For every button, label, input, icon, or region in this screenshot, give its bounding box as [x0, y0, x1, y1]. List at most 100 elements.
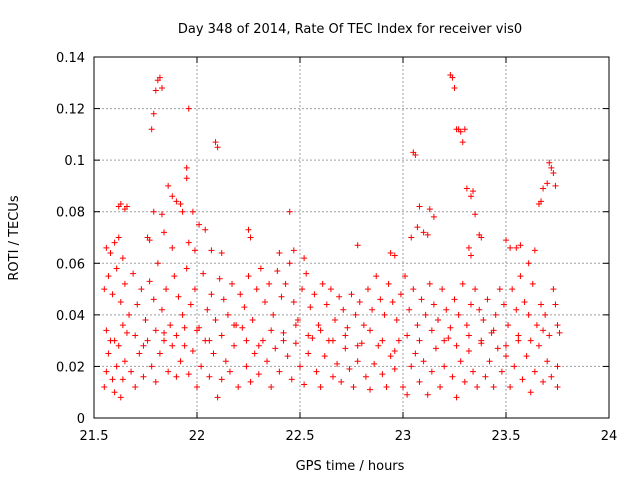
data-point [533, 322, 540, 329]
data-point [163, 286, 170, 293]
data-point [169, 193, 176, 200]
data-point [511, 363, 518, 370]
data-point [478, 337, 485, 344]
data-point [467, 252, 474, 259]
data-point [517, 273, 524, 280]
data-point [437, 384, 444, 391]
data-point [465, 347, 472, 354]
data-point [527, 337, 534, 344]
data-point [472, 286, 479, 293]
data-point [214, 144, 221, 151]
data-point [336, 293, 343, 300]
data-point [435, 317, 442, 324]
data-point [340, 306, 347, 313]
data-point [453, 342, 460, 349]
data-point [321, 353, 328, 360]
data-point [220, 296, 227, 303]
data-point [142, 317, 149, 324]
data-point [461, 378, 468, 385]
data-point [206, 337, 213, 344]
data-point [503, 342, 509, 349]
data-point [144, 337, 151, 344]
data-point [430, 301, 437, 308]
data-point [408, 234, 415, 241]
data-point [552, 301, 559, 308]
data-point [412, 350, 419, 357]
data-point [356, 298, 363, 305]
data-point [463, 185, 470, 192]
data-point [226, 368, 233, 375]
data-point [317, 384, 324, 391]
data-point [231, 342, 238, 349]
data-point [445, 335, 452, 342]
data-point [146, 278, 153, 285]
data-point [358, 340, 365, 347]
data-point [327, 286, 334, 293]
data-point [490, 384, 497, 391]
data-point [185, 371, 192, 378]
x-tick-label: 24 [601, 429, 618, 444]
x-axis-label: GPS time / hours [296, 459, 405, 474]
data-point [208, 291, 215, 298]
data-point [519, 376, 526, 383]
y-tick-label: 0.02 [56, 360, 85, 375]
data-point [393, 317, 400, 324]
data-point [179, 311, 186, 318]
data-point [292, 340, 299, 347]
data-point [121, 358, 128, 365]
data-point [410, 286, 417, 293]
data-point [490, 327, 497, 334]
data-point [165, 182, 172, 189]
data-point [515, 332, 522, 339]
data-point [132, 384, 139, 391]
data-point [379, 371, 386, 378]
data-point [113, 265, 120, 272]
data-point [546, 159, 553, 166]
data-point [276, 368, 283, 375]
data-point [472, 211, 479, 218]
data-point [455, 311, 462, 318]
data-point [292, 322, 299, 329]
data-point [554, 322, 561, 329]
data-point [315, 322, 322, 329]
data-point [451, 296, 458, 303]
data-point [134, 301, 141, 308]
data-point [542, 311, 549, 318]
data-point [191, 247, 198, 254]
data-point [329, 373, 336, 380]
data-point [317, 327, 324, 334]
data-point [319, 280, 326, 287]
data-point [509, 286, 516, 293]
data-point [556, 329, 563, 336]
data-point [280, 337, 287, 344]
data-point [189, 347, 196, 354]
data-point [535, 342, 542, 349]
data-point [521, 298, 528, 305]
data-point [103, 368, 110, 375]
data-point [418, 296, 425, 303]
data-point [276, 249, 283, 256]
data-point [414, 224, 421, 231]
data-point [301, 255, 308, 262]
data-point [309, 335, 316, 342]
data-point [294, 317, 301, 324]
data-point [424, 391, 431, 398]
y-tick-label: 0.14 [56, 51, 85, 66]
data-point [130, 270, 137, 277]
data-point [154, 260, 161, 267]
data-point [243, 337, 250, 344]
data-point [109, 291, 116, 298]
data-point [451, 84, 458, 91]
data-point [486, 358, 493, 365]
data-point [531, 368, 538, 375]
data-point [121, 280, 128, 287]
data-point [255, 342, 262, 349]
data-point [241, 304, 248, 311]
data-point [406, 306, 413, 313]
data-point [391, 366, 398, 373]
data-point [538, 301, 545, 308]
data-point [301, 381, 308, 388]
data-point [424, 231, 431, 238]
data-point [441, 337, 448, 344]
data-point [367, 386, 374, 393]
